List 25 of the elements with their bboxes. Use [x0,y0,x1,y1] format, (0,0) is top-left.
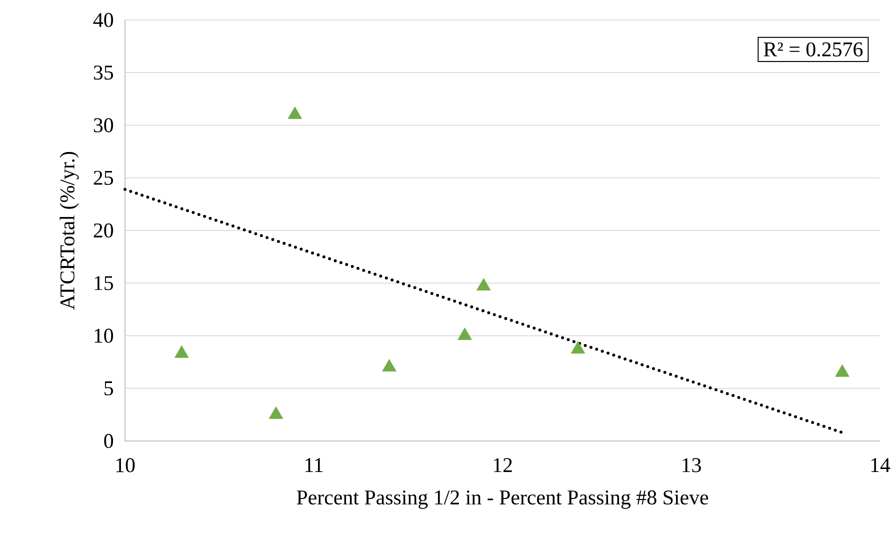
x-tick-label: 13 [682,458,701,472]
point [174,345,189,358]
point [382,359,396,372]
point [570,341,586,354]
y-tick-label: 35 [94,66,114,80]
y-tick-label: 10 [94,328,114,343]
x-tick-label: 10 [116,458,135,472]
annotation: R² = 0.2576 [764,42,863,57]
y-tick-label: 15 [94,276,114,290]
point [268,406,284,419]
point [458,328,472,340]
y-tick-label: 5 [104,381,114,396]
x-axis-title: Percent Passing 1/2 in - Percent Passing #8 Sieve [296,490,708,509]
y-tick-label: 25 [94,170,114,185]
x-tick-label: 12 [494,458,512,472]
point [288,106,302,119]
y-tick-label: 30 [94,118,114,132]
x-tick-label: 11 [306,458,323,472]
point [835,364,850,377]
x-tick-label: 14 [871,458,890,472]
point [476,278,491,290]
y-tick-label: 20 [94,223,114,238]
y-axis-title: ATCRTotal (%/yr.) [60,152,79,310]
y-tick-label: 40 [93,12,114,28]
y-tick-label: 0 [104,434,114,448]
